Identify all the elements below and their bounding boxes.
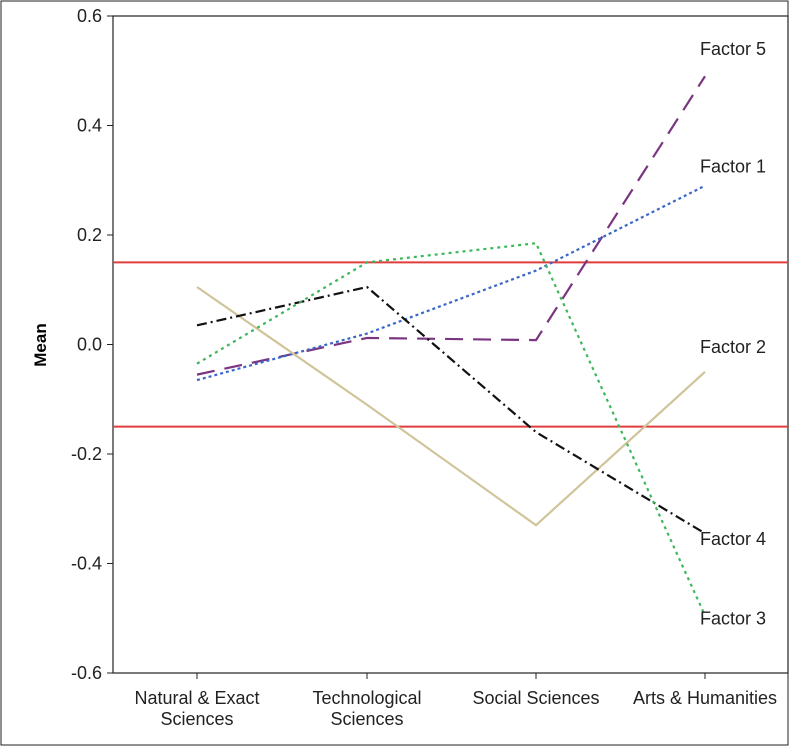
y-axis-title: Mean [31,323,50,366]
series-line [196,75,706,376]
series-labels: Factor 5 Factor 1 Factor 2 Factor 4 Factor 3 [700,39,766,628]
series-label: Factor 2 [700,337,766,357]
y-axis: 0.6 0.4 0.2 0.0 -0.2 -0.4 -0.6 [71,6,113,683]
y-tick-label: 0.2 [77,225,102,245]
x-tick-label: Social Sciences [472,688,599,708]
x-tick-label: Natural & Exact Sciences [134,688,259,729]
y-tick-label: -0.2 [71,444,102,464]
series-label: Factor 5 [700,39,766,59]
series-layer [196,75,707,616]
series-line [196,286,706,527]
series-line [196,184,706,382]
y-tick-label: -0.6 [71,663,102,683]
plot-area [112,15,789,674]
series-line [196,285,706,535]
y-tick-label: 0.0 [77,335,102,355]
series-label: Factor 4 [700,529,766,549]
y-tick-label: 0.6 [77,6,102,26]
y-tick-label: 0.4 [77,116,102,136]
x-tick-label: Technological Sciences [312,688,421,729]
y-tick-label: -0.4 [71,554,102,574]
series-label: Factor 1 [700,157,766,177]
x-axis: Natural & Exact Sciences Technological Scie… [134,673,777,729]
series-label: Factor 3 [700,608,766,628]
x-tick-label: Arts & Humanities [633,688,777,708]
series-line [196,242,707,616]
reference-lines [113,261,788,428]
